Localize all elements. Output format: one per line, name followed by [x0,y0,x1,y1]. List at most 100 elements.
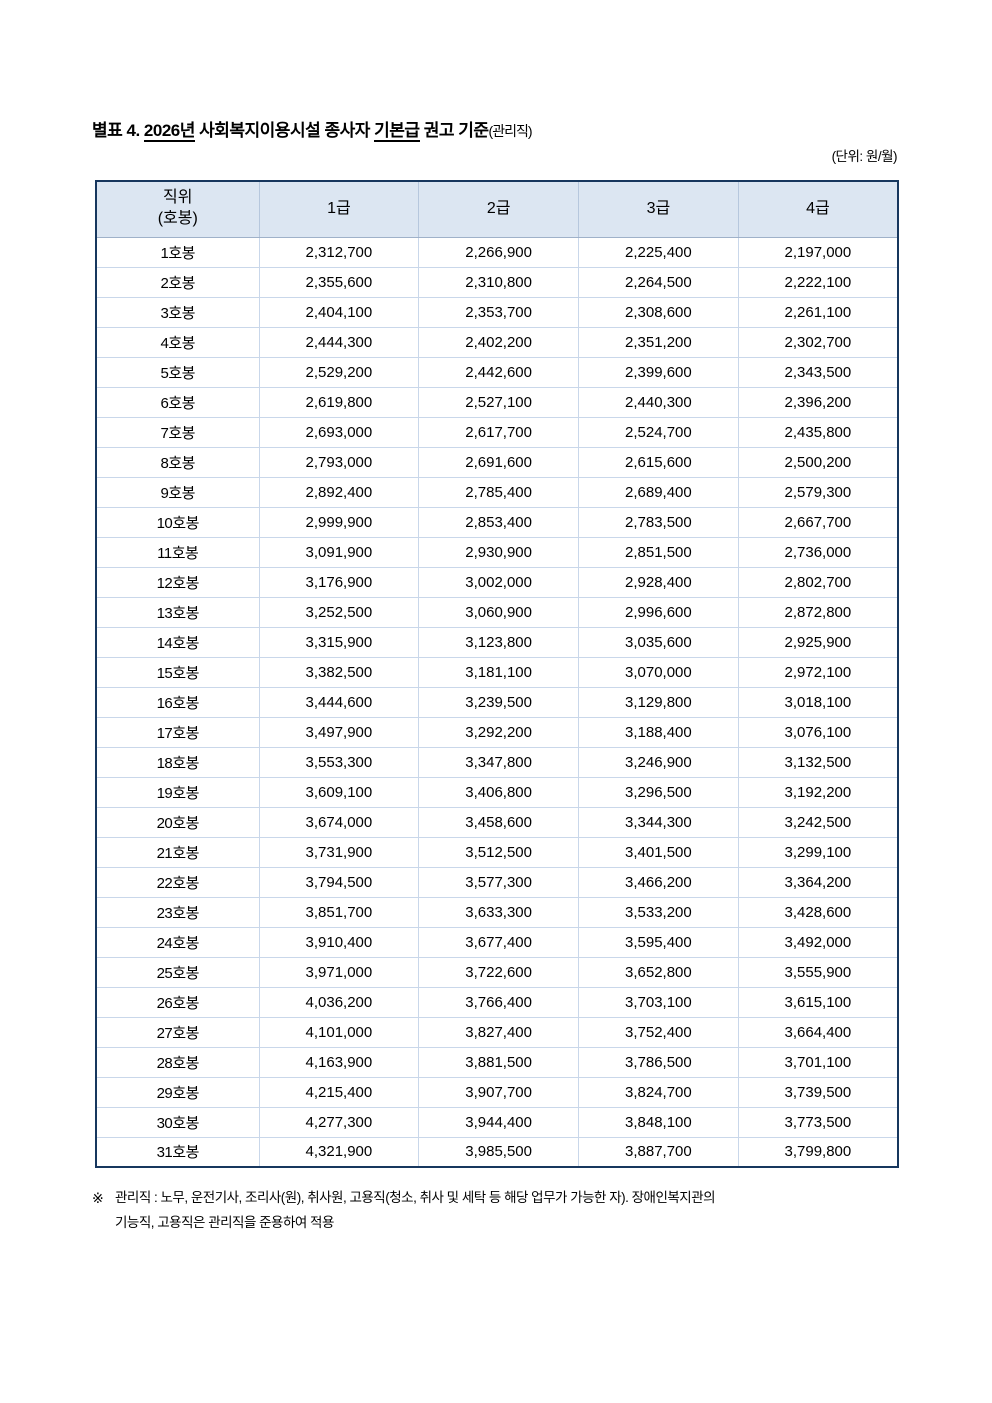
column-header-position: 직위 (호봉) [95,180,260,238]
salary-cell: 3,070,000 [578,656,739,688]
salary-cell: 3,752,400 [578,1016,739,1048]
salary-cell: 3,292,200 [418,716,579,748]
salary-cell: 3,674,000 [258,806,420,838]
table-row: 15호봉 3,382,500 3,181,100 3,070,000 2,972,100 [95,656,899,688]
salary-cell: 3,595,400 [578,926,739,958]
salary-cell: 3,181,100 [418,656,579,688]
unit-label: (단위: 원/월) [831,149,898,164]
row-label: 4호봉 [95,326,260,358]
table-row: 21호봉 3,731,900 3,512,500 3,401,500 3,299,100 [95,836,899,868]
row-label: 25호봉 [95,956,260,988]
row-label: 3호봉 [95,296,260,328]
salary-cell: 3,773,500 [737,1106,899,1138]
salary-cell: 3,609,100 [258,776,420,808]
salary-cell: 4,101,000 [258,1016,420,1048]
salary-cell: 2,500,200 [737,446,899,478]
salary-cell: 2,783,500 [578,506,739,538]
row-label: 14호봉 [95,626,260,658]
row-label: 18호봉 [95,746,260,778]
salary-table-header: 직위 (호봉) 1급 2급 3급 4급 [95,180,899,238]
salary-cell: 4,036,200 [258,986,420,1018]
column-header-grade1: 1급 [258,180,420,238]
salary-cell: 3,444,600 [258,686,420,718]
table-row: 1호봉 2,312,700 2,266,900 2,225,400 2,197,000 [95,236,899,268]
salary-cell: 2,689,400 [578,476,739,508]
salary-cell: 2,667,700 [737,506,899,538]
salary-cell: 2,615,600 [578,446,739,478]
row-label: 8호봉 [95,446,260,478]
salary-cell: 3,188,400 [578,716,739,748]
salary-cell: 3,406,800 [418,776,579,808]
table-row: 26호봉 4,036,200 3,766,400 3,703,100 3,615,100 [95,986,899,1018]
salary-cell: 2,736,000 [737,536,899,568]
salary-cell: 3,132,500 [737,746,899,778]
salary-cell: 3,091,900 [258,536,420,568]
salary-cell: 2,404,100 [258,296,420,328]
title-middle: 사회복지이용시설 종사자 [194,121,375,140]
row-label: 30호봉 [95,1106,260,1138]
salary-cell: 3,766,400 [418,986,579,1018]
salary-cell: 2,972,100 [737,656,899,688]
salary-cell: 2,312,700 [258,236,420,268]
row-label: 5호봉 [95,356,260,388]
table-row: 19호봉 3,609,100 3,406,800 3,296,500 3,192,200 [95,776,899,808]
row-label: 24호봉 [95,926,260,958]
salary-cell: 3,652,800 [578,956,739,988]
salary-cell: 3,944,400 [418,1106,579,1138]
row-label: 1호봉 [95,236,260,268]
salary-cell: 3,252,500 [258,596,420,628]
salary-cell: 4,163,900 [258,1046,420,1078]
table-row: 6호봉 2,619,800 2,527,100 2,440,300 2,396,200 [95,386,899,418]
salary-cell: 3,722,600 [418,956,579,988]
row-label: 6호봉 [95,386,260,418]
salary-cell: 3,315,900 [258,626,420,658]
table-row: 27호봉 4,101,000 3,827,400 3,752,400 3,664,400 [95,1016,899,1048]
salary-cell: 3,887,700 [578,1136,739,1168]
salary-cell: 2,266,900 [418,236,579,268]
salary-cell: 3,512,500 [418,836,579,868]
salary-cell: 2,892,400 [258,476,420,508]
salary-cell: 3,633,300 [418,896,579,928]
salary-cell: 3,971,000 [258,956,420,988]
salary-cell: 3,703,100 [578,986,739,1018]
title-paren: (관리직) [488,123,533,139]
table-row: 5호봉 2,529,200 2,442,600 2,399,600 2,343,500 [95,356,899,388]
row-label: 29호봉 [95,1076,260,1108]
table-row: 8호봉 2,793,000 2,691,600 2,615,600 2,500,200 [95,446,899,478]
table-row: 20호봉 3,674,000 3,458,600 3,344,300 3,242,500 [95,806,899,838]
salary-cell: 3,239,500 [418,686,579,718]
table-row: 9호봉 2,892,400 2,785,400 2,689,400 2,579,300 [95,476,899,508]
table-row: 29호봉 4,215,400 3,907,700 3,824,700 3,739,500 [95,1076,899,1108]
title-word-underlined: 기본급 [374,121,420,142]
salary-cell: 2,302,700 [737,326,899,358]
table-row: 13호봉 3,252,500 3,060,900 2,996,600 2,872,800 [95,596,899,628]
salary-cell: 2,785,400 [418,476,579,508]
salary-cell: 2,802,700 [737,566,899,598]
salary-cell: 2,444,300 [258,326,420,358]
row-label: 31호봉 [95,1136,260,1168]
salary-cell: 2,435,800 [737,416,899,448]
salary-cell: 3,035,600 [578,626,739,658]
salary-cell: 2,619,800 [258,386,420,418]
salary-cell: 3,242,500 [737,806,899,838]
salary-cell: 2,442,600 [418,356,579,388]
footnote-text: 관리직 : 노무, 운전기사, 조리사(원), 취사원, 고용직(청소, 취사 … [115,1186,904,1236]
salary-cell: 3,615,100 [737,986,899,1018]
salary-cell: 2,355,600 [258,266,420,298]
salary-cell: 3,731,900 [258,836,420,868]
table-row: 24호봉 3,910,400 3,677,400 3,595,400 3,492,000 [95,926,899,958]
row-label: 27호봉 [95,1016,260,1048]
column-header-grade3: 3급 [578,180,739,238]
salary-cell: 2,343,500 [737,356,899,388]
salary-cell: 3,848,100 [578,1106,739,1138]
salary-cell: 3,985,500 [418,1136,579,1168]
salary-cell: 2,925,900 [737,626,899,658]
salary-cell: 2,930,900 [418,536,579,568]
title-prefix: 별표 4. [92,121,144,140]
salary-cell: 3,428,600 [737,896,899,928]
row-label: 13호봉 [95,596,260,628]
row-label: 20호봉 [95,806,260,838]
salary-cell: 2,928,400 [578,566,739,598]
salary-cell: 3,401,500 [578,836,739,868]
